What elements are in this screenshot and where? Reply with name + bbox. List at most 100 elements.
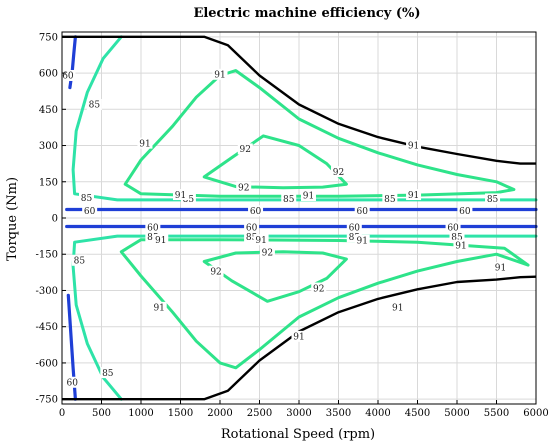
contour-label-text: 85 <box>349 233 361 243</box>
contour-label-background <box>457 205 473 217</box>
contour-label-text: 60 <box>250 207 262 217</box>
contour-label-92: 92 <box>331 166 346 178</box>
contour-label-background <box>145 231 161 243</box>
contour-label-text: 91 <box>175 191 186 201</box>
contour-label-background <box>281 193 297 205</box>
contour-label-85: 85 <box>382 193 398 205</box>
contour-label-85: 85 <box>281 193 297 205</box>
contour-label-text: 91 <box>214 70 225 80</box>
contour-label-text: 91 <box>408 142 419 152</box>
contour-label-background <box>145 221 161 233</box>
contour-label-text: 60 <box>246 223 258 233</box>
contour-label-background <box>253 234 269 246</box>
contour-label-background <box>100 367 116 379</box>
min-torque-curve <box>62 275 537 401</box>
contour-label-91: 91 <box>406 189 422 201</box>
contour-label-background <box>300 190 316 202</box>
contour-label-60: 60 <box>64 376 80 388</box>
contour-label-text: 92 <box>313 284 324 294</box>
x-tick-label: 0 <box>59 408 65 419</box>
contour-label-text: 60 <box>349 223 361 233</box>
contour-label-text: 60 <box>356 207 368 217</box>
contour-label-text: 60 <box>459 207 471 217</box>
y-tick-label: -300 <box>36 286 58 297</box>
contour-label-background <box>346 231 362 243</box>
contour-label-text: 60 <box>447 223 459 233</box>
contour-label-text: 85 <box>102 369 114 379</box>
contour-label-text: 91 <box>356 236 367 246</box>
x-tick-label: 2000 <box>207 408 232 419</box>
contour-label-text: 60 <box>147 223 159 233</box>
contour-label-background <box>453 239 469 251</box>
x-tick-label: 4000 <box>365 408 390 419</box>
contour-label-85: 85 <box>485 193 501 205</box>
contour-label-background <box>311 282 327 294</box>
contour-label-85: 85 <box>100 367 116 379</box>
x-tick-label: 3500 <box>326 408 351 419</box>
contour-label-text: 91 <box>495 264 506 274</box>
contour-label-text: 92 <box>238 183 249 193</box>
y-tick-label: -600 <box>36 358 58 369</box>
contour-label-text: 85 <box>74 256 86 266</box>
contour-label-background <box>86 98 102 110</box>
contour-label-60: 60 <box>248 205 264 217</box>
contour-label-background <box>244 231 260 243</box>
contour-label-background <box>78 192 94 204</box>
contour-label-85: 85 <box>78 192 94 204</box>
contour-label-91: 91 <box>173 189 188 201</box>
y-tick-label: 750 <box>39 32 58 43</box>
contour-label-91: 91 <box>390 301 406 314</box>
x-axis-label: Rotational Speed (rpm) <box>221 427 375 442</box>
contour-line-92 <box>202 134 348 190</box>
grid-lines <box>61 32 537 404</box>
contour-label-background <box>406 189 422 201</box>
x-tick-label: 5000 <box>444 408 469 419</box>
contour-label-60: 60 <box>346 221 362 233</box>
contour-label-background <box>346 221 362 233</box>
contour-line-85 <box>71 35 538 202</box>
y-tick-label: 450 <box>39 105 58 116</box>
contour-label-91: 91 <box>153 234 169 246</box>
contour-line-91 <box>119 238 530 370</box>
contour-label-91: 91 <box>151 301 167 314</box>
contour-label-92: 92 <box>259 247 275 259</box>
contour-label-91: 91 <box>453 239 469 251</box>
contour-label-background <box>151 301 167 313</box>
contour-label-60: 60 <box>145 221 161 233</box>
contour-label-91: 91 <box>354 234 370 246</box>
max-torque-curve <box>62 35 536 165</box>
contour-label-background <box>208 265 224 277</box>
contour-line-92 <box>202 250 348 303</box>
contour-label-text: 85 <box>384 195 396 205</box>
contour-label-text: 60 <box>67 378 79 388</box>
contour-label-background <box>180 193 196 205</box>
contour-label-91: 91 <box>212 68 228 80</box>
contour-label-background <box>71 254 87 266</box>
contour-label-85: 85 <box>346 231 362 243</box>
y-tick-label: -750 <box>36 395 58 406</box>
contour-label-85: 85 <box>86 98 102 111</box>
contour-label-text: 91 <box>139 139 150 149</box>
chart-title: Electric machine efficiency (%) <box>193 6 420 21</box>
contour-label-background <box>331 166 346 178</box>
contour-label-91: 91 <box>492 262 508 274</box>
contour-label-background <box>449 231 465 243</box>
contour-label-text: 91 <box>408 191 419 201</box>
contour-label-background <box>354 234 370 246</box>
contour-label-text: 60 <box>62 72 74 82</box>
contour-label-text: 85 <box>89 101 101 111</box>
contour-label-text: 85 <box>183 195 195 205</box>
x-tick-label: 1000 <box>128 408 153 419</box>
contour-line-85 <box>71 234 538 401</box>
contour-label-background <box>485 193 501 205</box>
x-tick-label: 3000 <box>286 408 311 419</box>
y-tick-label: 0 <box>52 214 58 225</box>
contour-label-text: 85 <box>451 233 463 243</box>
contour-label-background <box>492 262 508 274</box>
contour-label-background <box>212 68 228 80</box>
y-axis-label: Torque (Nm) <box>5 177 20 261</box>
x-tick-label: 1500 <box>168 408 193 419</box>
x-tick-label: 500 <box>92 408 111 419</box>
contour-label-91: 91 <box>291 330 307 343</box>
contour-label-91: 91 <box>300 190 316 202</box>
